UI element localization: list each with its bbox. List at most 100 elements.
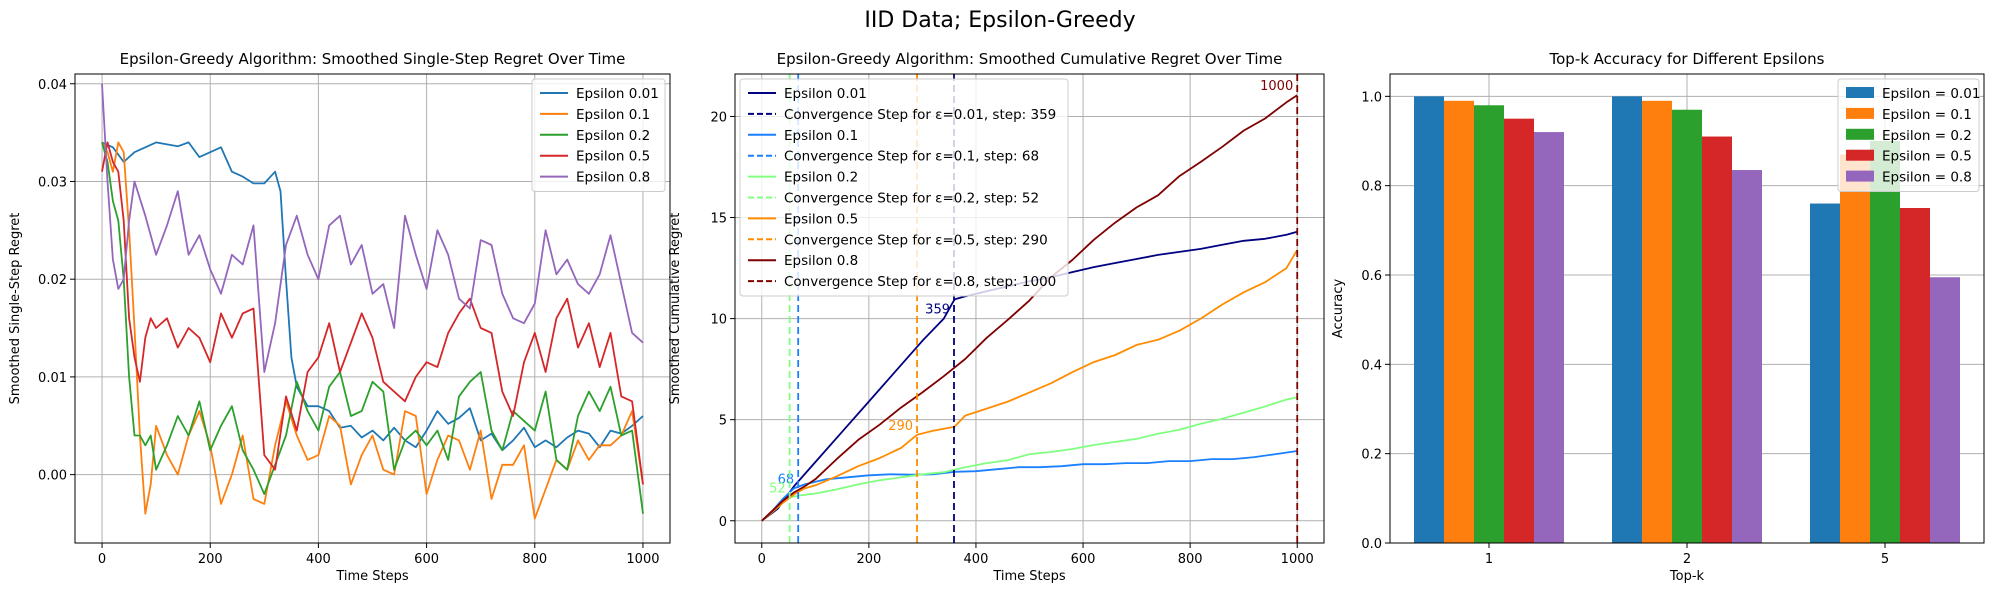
x-axis-label: Time Steps — [992, 569, 1066, 584]
legend-label: Epsilon 0.8 — [784, 253, 858, 269]
x-tick-label: 800 — [1178, 552, 1203, 567]
legend-label: Epsilon = 0.5 — [1882, 149, 1972, 165]
y-tick-label: 15 — [710, 212, 727, 227]
bar — [1474, 105, 1504, 544]
legend-label: Epsilon 0.2 — [576, 128, 650, 144]
bar — [1840, 154, 1870, 543]
chart-title: Top-k Accuracy for Different Epsilons — [1549, 50, 1825, 68]
x-tick-label: 400 — [964, 552, 989, 567]
y-tick-label: 0.02 — [38, 273, 67, 288]
bar — [1732, 170, 1762, 544]
y-axis-label: Smoothed Single-Step Regret — [8, 213, 23, 405]
series-line — [101, 141, 644, 520]
plot-frame — [734, 73, 1325, 544]
convergence-annotation: 1000 — [1260, 79, 1293, 94]
bar — [1870, 141, 1900, 543]
legend-swatch — [1846, 170, 1874, 182]
legend-swatch — [1846, 149, 1874, 161]
legend-label: Convergence Step for ε=0.5, step: 290 — [784, 232, 1048, 248]
chart-panel-1: Epsilon-Greedy Algorithm: Smoothed Singl… — [8, 50, 671, 584]
y-tick-label: 20 — [710, 110, 727, 125]
y-axis-label: Accuracy — [1331, 279, 1346, 339]
legend-label: Convergence Step for ε=0.01, step: 359 — [784, 107, 1056, 123]
bar — [1534, 132, 1564, 544]
legend-label: Epsilon 0.1 — [576, 107, 650, 123]
legend-box — [1837, 78, 1980, 192]
y-tick-label: 0.6 — [1361, 269, 1382, 284]
legend-label: Convergence Step for ε=0.8, step: 1000 — [784, 274, 1056, 290]
series-line — [761, 450, 1298, 522]
y-tick-label: 0.4 — [1361, 358, 1382, 373]
legend-label: Epsilon 0.1 — [784, 128, 858, 144]
x-tick-label: 600 — [1071, 552, 1096, 567]
convergence-annotation: 52 — [769, 482, 786, 497]
legend-swatch — [1846, 128, 1874, 140]
legend-swatch — [1846, 87, 1874, 98]
legend-swatch — [1846, 107, 1874, 119]
y-tick-label: 0.03 — [38, 175, 67, 190]
x-tick-label: 0 — [98, 552, 106, 567]
series-line — [761, 94, 1298, 522]
legend-label: Epsilon 0.2 — [784, 170, 858, 186]
legend-label: Convergence Step for ε=0.1, step: 68 — [784, 149, 1039, 165]
x-tick-label: 400 — [306, 552, 331, 567]
x-tick-label: 1 — [1485, 552, 1493, 567]
x-axis-label: Time Steps — [335, 569, 409, 584]
y-tick-label: 0.01 — [38, 371, 67, 386]
chart-panel-2: Epsilon-Greedy Algorithm: Smoothed Cumul… — [668, 50, 1325, 584]
legend-box — [531, 78, 666, 192]
chart-panel-3: Top-k Accuracy for Different Epsilons Top… — [1331, 50, 1985, 584]
x-tick-label: 0 — [758, 552, 766, 567]
y-tick-label: 10 — [710, 313, 727, 328]
x-tick-label: 1000 — [626, 552, 659, 567]
y-tick-label: 0.00 — [38, 469, 67, 484]
x-tick-label: 5 — [1881, 552, 1889, 567]
x-tick-label: 800 — [522, 552, 547, 567]
chart-title: Epsilon-Greedy Algorithm: Smoothed Singl… — [120, 50, 626, 68]
series-line — [101, 141, 644, 485]
legend: Epsilon 0.01 Epsilon 0.1 Epsilon 0.2 Epsilo… — [531, 78, 666, 192]
x-tick-label: 200 — [198, 552, 223, 567]
bar — [1672, 109, 1702, 543]
bar — [1444, 100, 1474, 544]
legend-label: Epsilon = 0.01 — [1882, 86, 1980, 102]
x-tick-label: 1000 — [1281, 552, 1314, 567]
series-line — [761, 249, 1298, 522]
legend-label: Epsilon = 0.8 — [1882, 170, 1972, 186]
y-tick-label: 0.04 — [38, 78, 67, 93]
figure-title: IID Data; Epsilon-Greedy — [864, 8, 1136, 33]
y-tick-label: 0.8 — [1361, 180, 1382, 195]
series-line — [101, 142, 644, 514]
x-axis-label: Top-k — [1669, 569, 1705, 584]
legend-label: Convergence Step for ε=0.2, step: 52 — [784, 191, 1039, 207]
legend-box — [739, 78, 1069, 297]
y-tick-label: 5 — [719, 414, 727, 429]
y-axis-label: Smoothed Cumulative Regret — [668, 213, 683, 405]
y-tick-label: 0.0 — [1361, 537, 1382, 552]
bar — [1930, 277, 1960, 543]
legend: Epsilon 0.01 Convergence Step for ε=0.01,… — [739, 78, 1069, 297]
y-tick-label: 0 — [719, 515, 727, 530]
legend-label: Epsilon 0.5 — [784, 211, 858, 227]
plot-frame — [74, 73, 671, 544]
legend-label: Epsilon 0.01 — [784, 86, 867, 102]
bar — [1900, 208, 1930, 543]
legend-label: Epsilon 0.8 — [576, 170, 650, 186]
x-tick-label: 2 — [1683, 552, 1691, 567]
series-line — [101, 141, 644, 452]
legend-label: Epsilon 0.01 — [576, 86, 659, 102]
bar — [1414, 96, 1444, 543]
chart-title: Epsilon-Greedy Algorithm: Smoothed Cumul… — [777, 50, 1283, 68]
x-tick-label: 200 — [856, 552, 881, 567]
bar — [1612, 96, 1642, 543]
series-line — [101, 83, 644, 373]
legend-label: Epsilon = 0.2 — [1882, 128, 1972, 144]
legend-label: Epsilon 0.5 — [576, 149, 650, 165]
convergence-annotation: 290 — [888, 419, 913, 434]
bar — [1504, 118, 1534, 544]
convergence-annotation: 359 — [925, 303, 950, 318]
legend: Epsilon = 0.01 Epsilon = 0.1 Epsilon = 0.2… — [1837, 78, 1980, 192]
bar — [1642, 100, 1672, 544]
x-tick-label: 600 — [414, 552, 439, 567]
